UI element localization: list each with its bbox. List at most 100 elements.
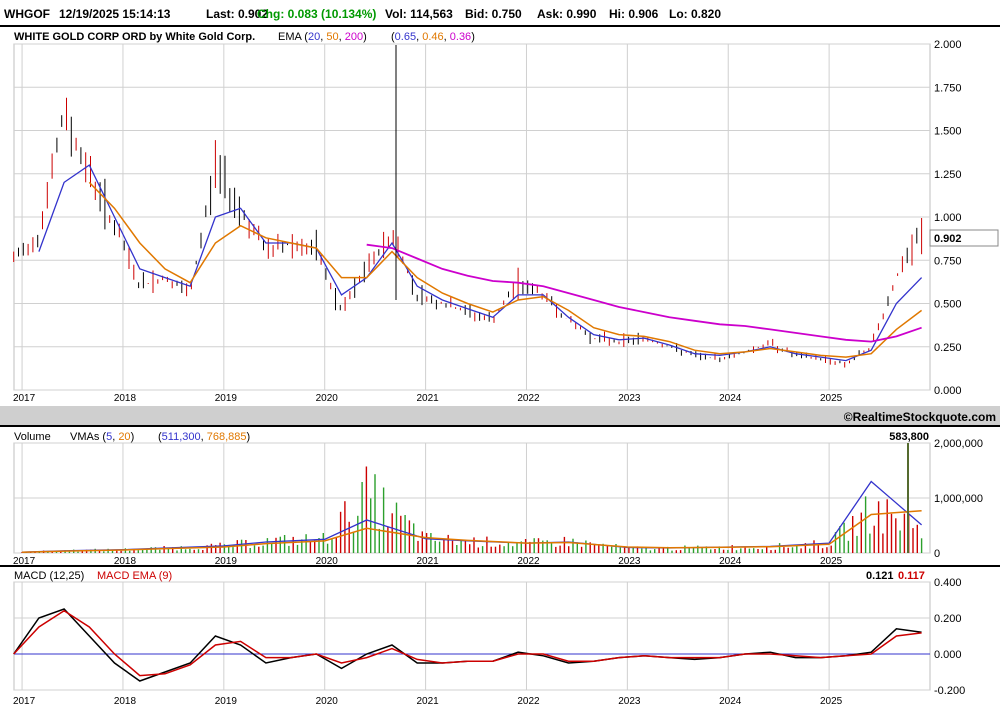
volume-x-tick-2022: 2022 — [517, 556, 540, 567]
volume-x-tick-2021: 2021 — [416, 556, 439, 567]
volume-y-axis: 2,000,000 1,000,000 0 — [934, 438, 983, 560]
ema-values-open: ( — [391, 31, 395, 43]
macd-x-tick-2023: 2023 — [618, 696, 641, 707]
macd-x-tick-2021: 2021 — [416, 696, 439, 707]
price-bars — [13, 97, 923, 368]
price-x-tick-2025: 2025 — [820, 393, 843, 404]
price-panel: WHITE GOLD CORP ORD by White Gold Corp. … — [13, 31, 999, 404]
macd-title: MACD (12,25) — [14, 570, 84, 582]
macd-y-tick: 0.200 — [934, 613, 962, 625]
price-y-tick: 1.750 — [934, 82, 962, 94]
last-value-label: 0.902 — [934, 233, 962, 245]
ema-label: EMA (20, 50, 200) — [278, 31, 367, 43]
price-y-tick: 0.250 — [934, 342, 962, 354]
macd-y-axis: 0.400 0.200 0.000 -0.200 — [934, 577, 965, 697]
macd-y-tick: -0.200 — [934, 685, 965, 697]
ema-sep-1: , — [320, 31, 326, 43]
volume-y-tick: 1,000,000 — [934, 493, 983, 505]
vma-values: (511,300, 768,885) — [158, 431, 250, 443]
vma-values-open: ( — [158, 431, 162, 443]
ema20-value: 0.65 — [395, 31, 416, 43]
vma-label: VMAs (5, 20) — [70, 431, 134, 443]
last-price: Last: 0.902 — [206, 7, 268, 21]
macd-signal-value: 0.117 — [898, 570, 925, 582]
price-y-tick: 1.000 — [934, 212, 962, 224]
ema200-line — [366, 243, 922, 343]
price-change: Chg: 0.083 (10.134%) — [257, 7, 376, 21]
macd-x-tick-2019: 2019 — [215, 696, 238, 707]
panel-separator — [0, 406, 1000, 426]
header-bar — [0, 0, 1000, 26]
ema20-line — [38, 164, 923, 362]
price-y-tick: 0.500 — [934, 299, 962, 311]
symbol: WHGOF — [4, 7, 50, 21]
volume-x-tick-2024: 2024 — [719, 556, 742, 567]
high-value: Hi: 0.906 — [609, 7, 659, 21]
volume-x-tick-2018: 2018 — [114, 556, 137, 567]
ema-period-20: 20 — [308, 31, 320, 43]
macd-x-tick-2025: 2025 — [820, 696, 843, 707]
vma-values-close: ) — [247, 431, 251, 443]
macd-plot-area — [13, 581, 931, 691]
price-y-tick: 1.500 — [934, 126, 962, 138]
price-y-tick: 2.000 — [934, 39, 962, 51]
ema-close: ) — [363, 31, 367, 43]
macd-panel: MACD (12,25) MACD EMA (9) 0.121 0.117 0.… — [13, 570, 965, 707]
vma-label-prefix: VMAs ( — [70, 431, 106, 443]
ema-values: (0.65, 0.46, 0.36) — [391, 31, 475, 43]
vma-period-5: 5 — [106, 431, 112, 443]
macd-signal-title: MACD EMA (9) — [97, 570, 172, 582]
price-y-axis: 2.000 1.750 1.500 1.250 1.000 0.750 0.500 0.250… — [934, 39, 962, 397]
vma-sep: , — [112, 431, 118, 443]
volume-y-tick: 2,000,000 — [934, 438, 983, 450]
watermark: ©RealtimeStockquote.com — [844, 410, 996, 424]
vma20-value: 768,885 — [207, 431, 247, 443]
volume-x-tick-2017: 2017 — [13, 556, 36, 567]
price-x-tick-2024: 2024 — [719, 393, 742, 404]
volume-peak-label: 583,800 — [889, 431, 929, 443]
price-x-tick-2021: 2021 — [416, 393, 439, 404]
price-x-axis: 2017 2018 2019 2020 2021 2022 2023 2024 2025 — [13, 393, 843, 404]
volume-x-axis: 2017 2018 2019 2020 2021 2022 2023 2024 2025 — [13, 556, 843, 567]
low-value: Lo: 0.820 — [669, 7, 721, 21]
price-title: WHITE GOLD CORP ORD by White Gold Corp. — [14, 31, 255, 43]
volume-y-tick: 0 — [934, 548, 940, 560]
price-y-tick: 0.000 — [934, 385, 962, 397]
macd-y-tick: 0.000 — [934, 649, 962, 661]
price-x-tick-2018: 2018 — [114, 393, 137, 404]
price-x-tick-2017: 2017 — [13, 393, 36, 404]
macd-value: 0.121 — [866, 570, 894, 582]
bid-value: Bid: 0.750 — [465, 7, 522, 21]
ema-sep-2: , — [339, 31, 345, 43]
macd-x-axis: 2017 2018 2019 2020 2021 2022 2023 2024 2025 — [13, 696, 843, 707]
volume-title: Volume — [14, 431, 51, 443]
quote-datetime: 12/19/2025 15:14:13 — [59, 7, 171, 21]
volume-x-tick-2020: 2020 — [316, 556, 339, 567]
volume-grid — [14, 442, 930, 554]
vma5-value: 511,300 — [162, 431, 201, 443]
last-value-box — [929, 229, 999, 247]
ask-value: Ask: 0.990 — [537, 7, 597, 21]
ema-values-sep-2: , — [444, 31, 450, 43]
volume-x-tick-2023: 2023 — [618, 556, 641, 567]
macd-signal-line — [13, 609, 922, 677]
vma-values-sep: , — [201, 431, 207, 443]
macd-x-tick-2024: 2024 — [719, 696, 742, 707]
ema-period-200: 200 — [345, 31, 363, 43]
ema200-value: 0.36 — [450, 31, 471, 43]
volume-value: Vol: 114,563 — [385, 7, 453, 21]
price-x-tick-2023: 2023 — [618, 393, 641, 404]
volume-x-tick-2025: 2025 — [820, 556, 843, 567]
macd-x-tick-2018: 2018 — [114, 696, 137, 707]
price-x-tick-2019: 2019 — [215, 393, 238, 404]
price-grid — [14, 43, 930, 391]
macd-x-tick-2020: 2020 — [316, 696, 339, 707]
macd-x-tick-2022: 2022 — [517, 696, 540, 707]
vma20-line — [22, 509, 922, 554]
ema50-line — [88, 181, 923, 358]
ema-values-close: ) — [471, 31, 475, 43]
ema-label-prefix: EMA ( — [278, 31, 308, 43]
volume-panel: Volume VMAs (5, 20) (511,300, 768,885) 5… — [13, 431, 983, 567]
ema-period-50: 50 — [326, 31, 338, 43]
